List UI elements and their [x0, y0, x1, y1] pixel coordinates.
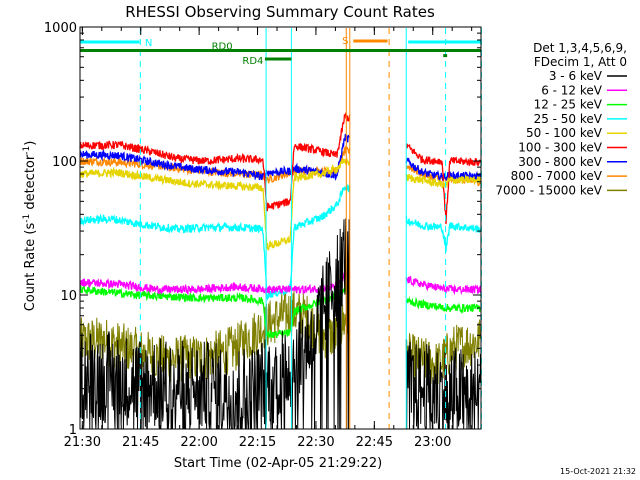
x-tick-label: 21:45	[122, 435, 159, 450]
flag-label-rd0: RD0	[212, 42, 233, 53]
legend-entry: 12 - 25 keV	[534, 98, 627, 112]
flag-segment-1	[443, 54, 448, 58]
legend-entry: 3 - 6 keV	[549, 69, 627, 83]
flag-bar-rd4: RD4	[242, 56, 292, 67]
x-tick-label: 22:00	[180, 435, 217, 450]
flag-segment-1	[264, 57, 292, 61]
series-6-12-kev	[79, 270, 482, 296]
flag-bar-n: N	[80, 38, 481, 49]
y-axis-label-main: Count Rate (s	[23, 223, 38, 312]
legend-label: 12 - 25 keV	[534, 98, 603, 112]
series-line-segment-1	[79, 218, 351, 430]
series-12-25-kev	[79, 285, 482, 339]
legend-entry: 50 - 100 keV	[526, 126, 627, 140]
chart-title: RHESSI Observing Summary Count Rates	[125, 3, 435, 21]
legend-label: 25 - 50 keV	[534, 112, 603, 126]
flag-label-rd4: RD4	[242, 56, 263, 67]
y-axis-label: Count Rate (s-1 detector-1)	[22, 141, 38, 312]
legend-label: 7000 - 15000 keV	[495, 183, 602, 197]
series-line-segment-1	[79, 270, 351, 296]
y-axis-label-sup1: -1	[22, 214, 32, 223]
timestamp: 15-Oct-2021 21:32	[560, 467, 636, 476]
series-line-segment-2	[405, 173, 482, 189]
x-tick-label: 22:30	[297, 435, 334, 450]
series-layer	[79, 111, 482, 430]
legend-entry: 800 - 7000 keV	[511, 169, 627, 183]
legend-entry: 100 - 300 keV	[518, 141, 627, 155]
legend-entry: 6 - 12 keV	[541, 83, 627, 97]
legend-label: 100 - 300 keV	[518, 141, 602, 155]
legend: Det 1,3,4,5,6,9, FDecim 1, Att 0 3 - 6 k…	[495, 41, 627, 197]
flag-bar-rd0: RD0	[80, 42, 481, 53]
series-50-100-kev	[79, 157, 482, 251]
y-axis-label-end: )	[23, 141, 38, 146]
flag-segment-1	[80, 40, 140, 44]
series-3-6-kev	[79, 218, 481, 430]
flag-bar-marker-4	[443, 54, 448, 58]
y-axis-label-mid: detector	[23, 154, 38, 214]
series-line-segment-2	[405, 339, 481, 429]
legend-label: 50 - 100 keV	[526, 126, 603, 140]
x-axis-label: Start Time (02-Apr-05 21:29:22)	[174, 456, 382, 471]
legend-header-line-1: Det 1,3,4,5,6,9,	[533, 41, 627, 55]
legend-label: 300 - 800 keV	[518, 155, 602, 169]
flag-segment-2	[408, 40, 481, 44]
series-line-segment-1	[79, 157, 351, 251]
flag-segment-1	[353, 39, 388, 43]
legend-label: 6 - 12 keV	[541, 83, 603, 97]
series-line-segment-1	[79, 111, 351, 212]
y-tick-label: 10	[60, 289, 77, 304]
legend-label: 3 - 6 keV	[549, 69, 603, 83]
series-line-segment-2	[405, 275, 482, 296]
series-line-segment-1	[79, 285, 351, 339]
series-line-segment-1	[79, 184, 351, 301]
x-tick-label: 22:15	[239, 435, 276, 450]
axes: 21:30 21:45 22:00 22:15 22:30 22:45 23:00 1 10 10…	[44, 21, 481, 450]
flag-bars: N RD0 RD4 S	[80, 36, 481, 67]
series-line-segment-1	[79, 133, 351, 181]
flag-bar-s: S	[342, 36, 388, 47]
series-line-segment-2	[405, 215, 482, 252]
series-line-segment-2	[405, 319, 481, 387]
y-axis-label-sup2: -1	[22, 146, 32, 155]
legend-entry: 25 - 50 keV	[534, 112, 627, 126]
flag-label-s: S	[342, 36, 348, 47]
legend-entry: 7000 - 15000 keV	[495, 183, 627, 197]
plot-frame	[79, 26, 482, 430]
y-tick-label: 1000	[44, 21, 77, 36]
legend-header-line-2: FDecim 1, Att 0	[534, 55, 627, 69]
legend-label: 800 - 7000 keV	[511, 169, 603, 183]
x-tick-label: 23:00	[414, 435, 451, 450]
series-25-50-kev	[79, 184, 482, 301]
x-tick-label: 21:30	[64, 435, 101, 450]
y-tick-label: 1	[69, 423, 77, 438]
x-tick-label: 22:45	[356, 435, 393, 450]
legend-entry: 300 - 800 keV	[518, 155, 627, 169]
y-tick-label: 100	[52, 155, 77, 170]
flag-label-n: N	[145, 38, 152, 49]
series-line-segment-2	[405, 296, 482, 314]
flag-segment-1	[80, 49, 481, 52]
